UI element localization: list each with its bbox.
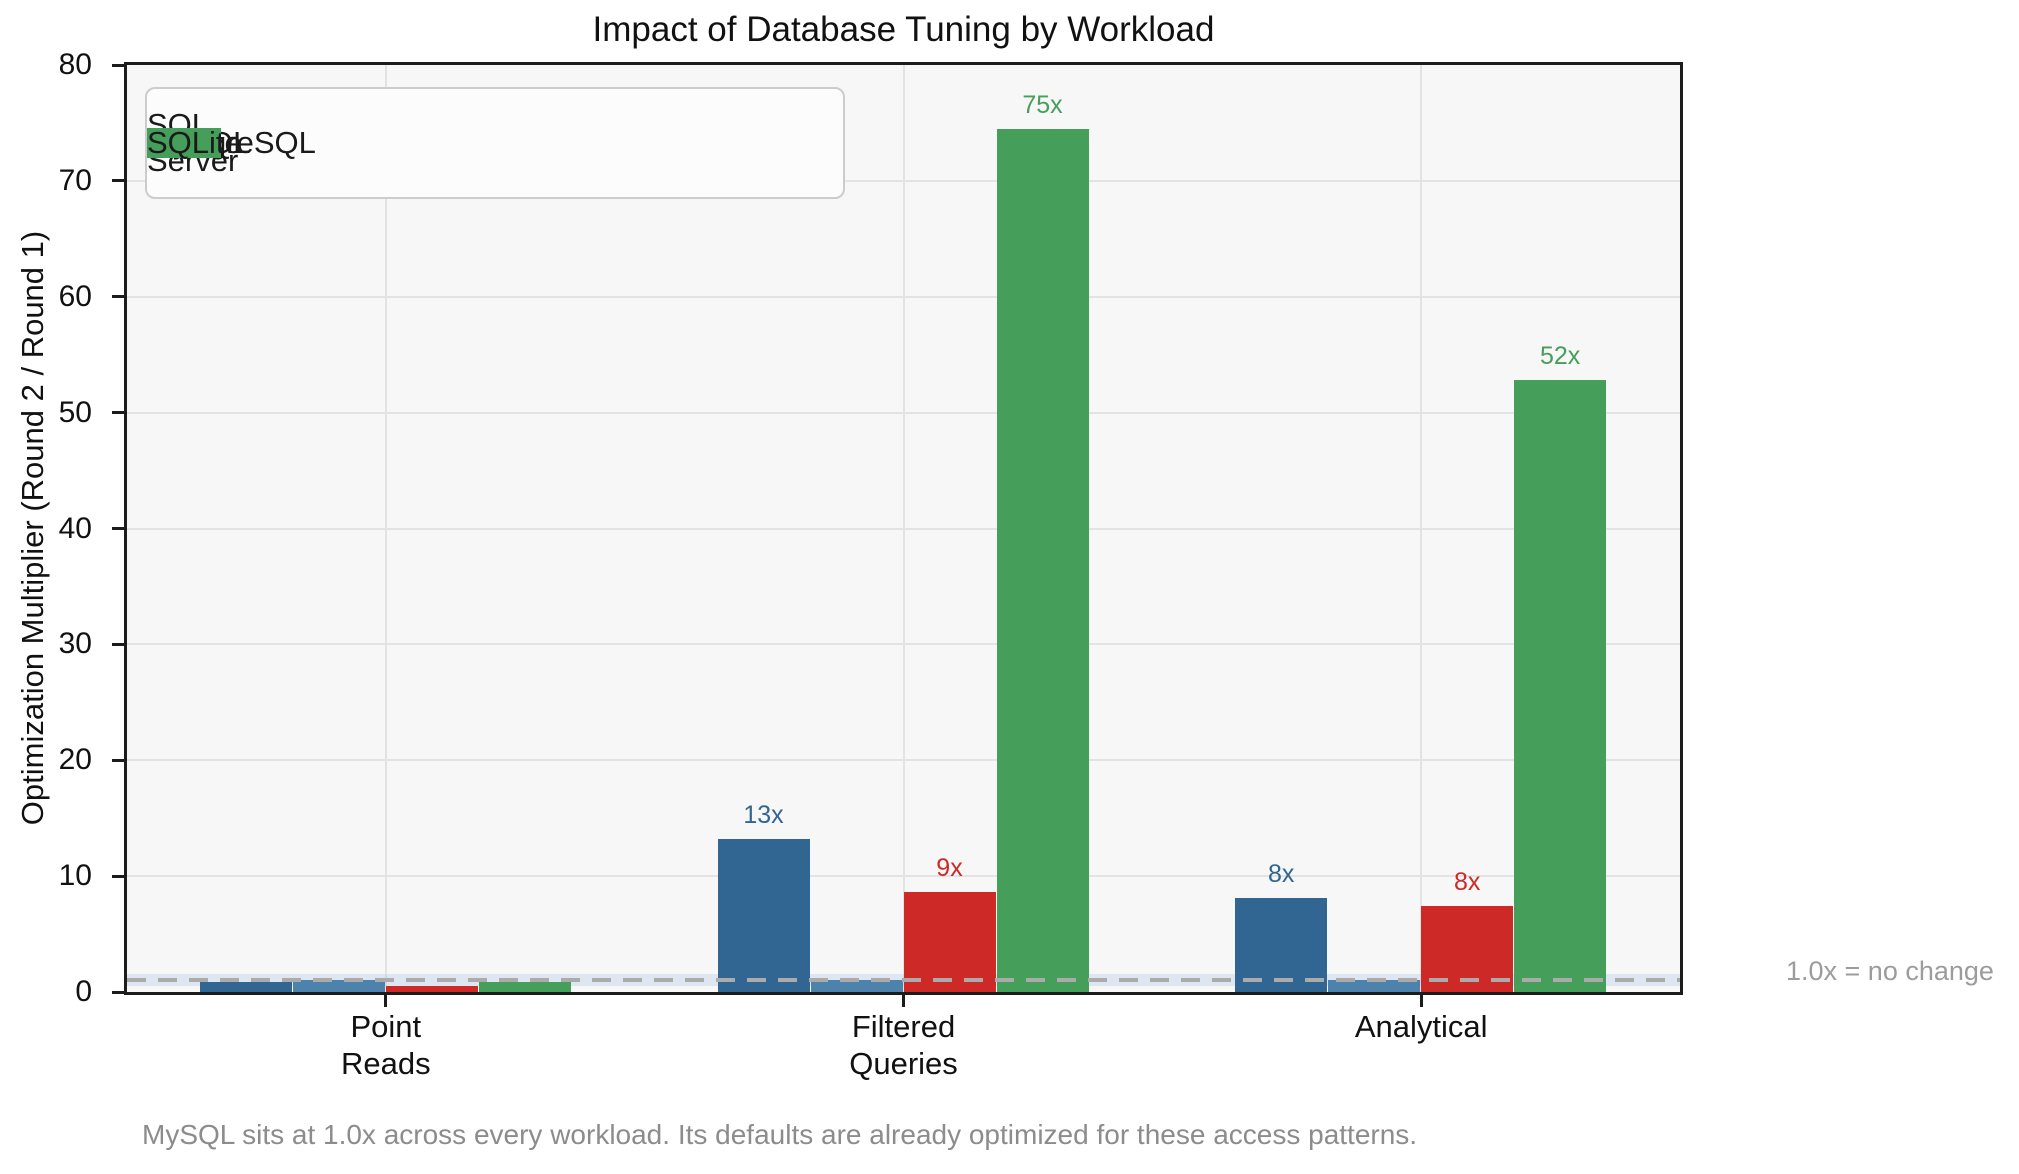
x-tick	[1419, 995, 1423, 1007]
y-tick-label: 10	[58, 859, 92, 893]
y-tick-label: 40	[58, 511, 92, 545]
gridline-vertical	[384, 65, 387, 992]
y-tick	[112, 179, 124, 183]
bar-sql-server-point-reads	[385, 986, 478, 992]
y-tick-label: 80	[58, 48, 92, 81]
bar-sql-server-filtered-queries	[903, 892, 996, 992]
y-tick	[112, 642, 124, 646]
bar-sqlite-point-reads	[478, 981, 571, 992]
y-tick	[112, 758, 124, 762]
bar-mysql-point-reads	[292, 980, 385, 992]
bar-value-label: 9x	[936, 854, 963, 883]
bar-value-label: 75x	[1022, 90, 1063, 119]
gridline-vertical	[1420, 65, 1423, 992]
y-tick-label: 0	[75, 975, 92, 1008]
x-tick	[902, 995, 905, 1007]
x-tick	[384, 995, 388, 1007]
bar-mysql-analytical	[1328, 980, 1421, 992]
y-tick-label: 60	[58, 279, 92, 313]
x-tick-label: Point Reads	[341, 1009, 431, 1081]
reference-line-annotation: 1.0x = no change	[1786, 956, 1994, 986]
figure-caption: MySQL sits at 1.0x across every workload…	[142, 1119, 1418, 1150]
y-tick-label: 20	[58, 743, 92, 777]
bar-postgresql-analytical	[1235, 898, 1328, 992]
chart-title: Impact of Database Tuning by Workload	[592, 10, 1215, 49]
bar-sqlite-analytical	[1514, 380, 1607, 992]
y-tick	[112, 990, 124, 994]
bar-mysql-filtered-queries	[810, 980, 903, 992]
y-tick	[112, 874, 124, 878]
bar-value-label: 8x	[1267, 860, 1295, 889]
y-tick-label: 50	[58, 395, 92, 429]
bar-postgresql-filtered-queries	[717, 839, 810, 992]
y-tick	[112, 411, 124, 415]
bar-value-label: 8x	[1453, 868, 1481, 897]
bar-postgresql-point-reads	[199, 981, 292, 992]
y-tick-label: 70	[58, 163, 92, 197]
bar-sqlite-filtered-queries	[996, 128, 1089, 992]
y-tick	[112, 295, 124, 299]
x-tick-label: Analytical	[1354, 1009, 1488, 1044]
bar-sql-server-analytical	[1421, 906, 1514, 992]
x-tick-label: Filtered Queries	[849, 1009, 958, 1081]
legend-label-sqlite: SQLite	[147, 125, 242, 160]
gridline-vertical	[902, 65, 905, 992]
legend-swatch-sqlite-icon	[147, 128, 221, 158]
bar-value-label: 13x	[743, 801, 784, 830]
y-tick	[112, 63, 124, 67]
bar-value-label: 52x	[1540, 342, 1581, 371]
y-tick-label: 30	[58, 627, 92, 661]
y-tick	[112, 527, 124, 530]
reference-dashed-line	[127, 978, 1680, 983]
